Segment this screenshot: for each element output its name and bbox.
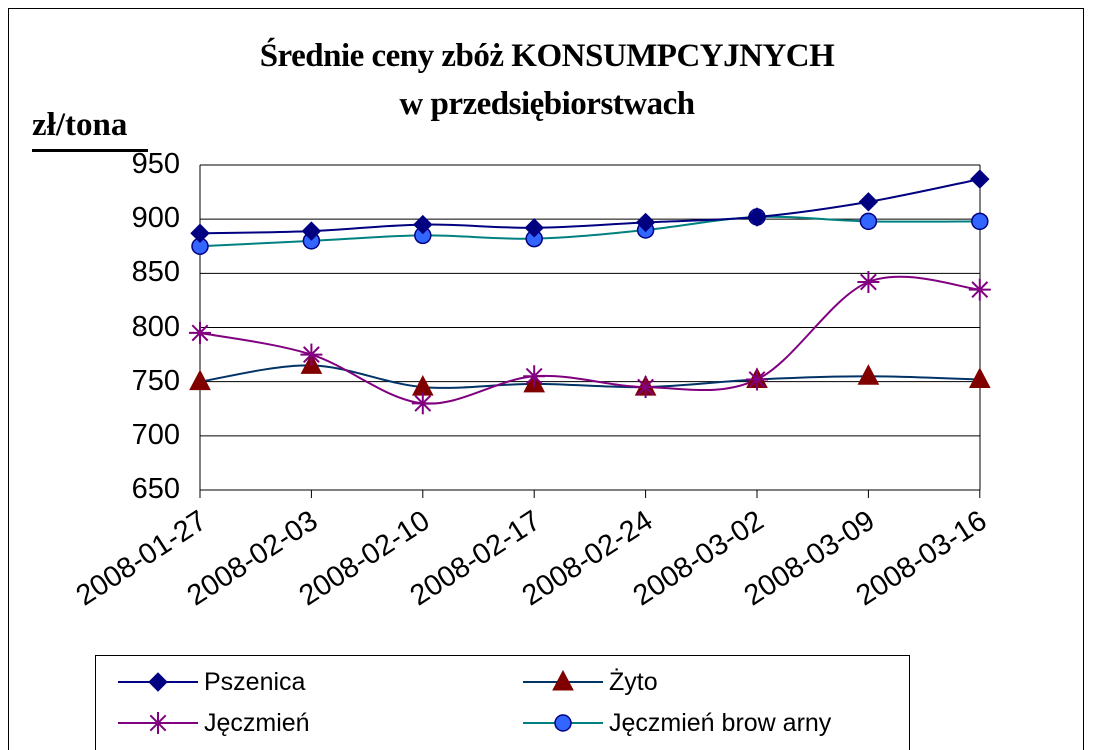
series-line bbox=[199, 178, 981, 235]
data-point bbox=[411, 392, 434, 415]
y-axis-unit-label: zł/tona bbox=[32, 107, 128, 143]
legend-item: Jęczmień brow arny bbox=[521, 703, 831, 743]
data-point bbox=[523, 365, 546, 388]
legend-swatch bbox=[118, 672, 198, 692]
y-tick-label: 650 bbox=[131, 473, 180, 505]
legend-marker bbox=[147, 712, 169, 734]
data-point bbox=[300, 343, 323, 366]
legend-item: Jęczmień bbox=[116, 703, 310, 743]
data-point bbox=[634, 376, 657, 399]
data-point bbox=[189, 369, 211, 391]
legend-marker bbox=[554, 714, 572, 732]
series-line bbox=[199, 215, 980, 248]
data-point bbox=[857, 271, 880, 293]
data-point bbox=[189, 321, 211, 344]
chart-frame bbox=[8, 8, 1084, 750]
legend-label: Żyto bbox=[609, 667, 658, 696]
legend-label: Pszenica bbox=[204, 667, 306, 696]
data-point bbox=[968, 367, 991, 388]
y-tick-label: 950 bbox=[131, 148, 180, 180]
data-point bbox=[968, 278, 991, 301]
series-line bbox=[199, 275, 980, 405]
y-tick-label: 750 bbox=[131, 364, 180, 397]
y-tick-label: 700 bbox=[131, 418, 180, 451]
data-point bbox=[857, 364, 880, 385]
series-line bbox=[199, 364, 980, 389]
legend-label: Jęczmień bbox=[204, 708, 310, 737]
data-point bbox=[971, 212, 989, 231]
y-tick-label: 800 bbox=[131, 310, 180, 343]
legend-item: Pszenica bbox=[116, 662, 305, 702]
data-point bbox=[524, 218, 544, 238]
data-point bbox=[746, 368, 768, 391]
legend-swatch bbox=[523, 714, 603, 732]
y-tick-label: 900 bbox=[131, 202, 180, 235]
data-point bbox=[859, 212, 878, 231]
y-axis-unit-underline bbox=[32, 149, 148, 152]
legend-swatch bbox=[118, 712, 198, 734]
chart-title-line-2: w przedsiębiorstwach bbox=[399, 86, 695, 122]
y-tick-label: 850 bbox=[131, 256, 180, 289]
legend-marker bbox=[552, 669, 574, 691]
data-point bbox=[970, 169, 990, 189]
data-point bbox=[190, 223, 210, 243]
legend-item: Żyto bbox=[521, 662, 658, 702]
legend-label: Jęczmień brow arny bbox=[609, 708, 832, 737]
legend-marker bbox=[148, 672, 168, 692]
chart-title-line-1: Średnie ceny zbóż KONSUMPCYJNYCH bbox=[259, 38, 835, 74]
data-point bbox=[858, 192, 879, 212]
data-point bbox=[635, 212, 656, 233]
data-point bbox=[747, 207, 767, 227]
data-point bbox=[301, 221, 322, 241]
legend: Pszenica Żyto Jęczmień Jęczmień brow arny bbox=[95, 655, 910, 750]
data-point bbox=[413, 214, 433, 235]
legend-swatch bbox=[523, 669, 603, 691]
